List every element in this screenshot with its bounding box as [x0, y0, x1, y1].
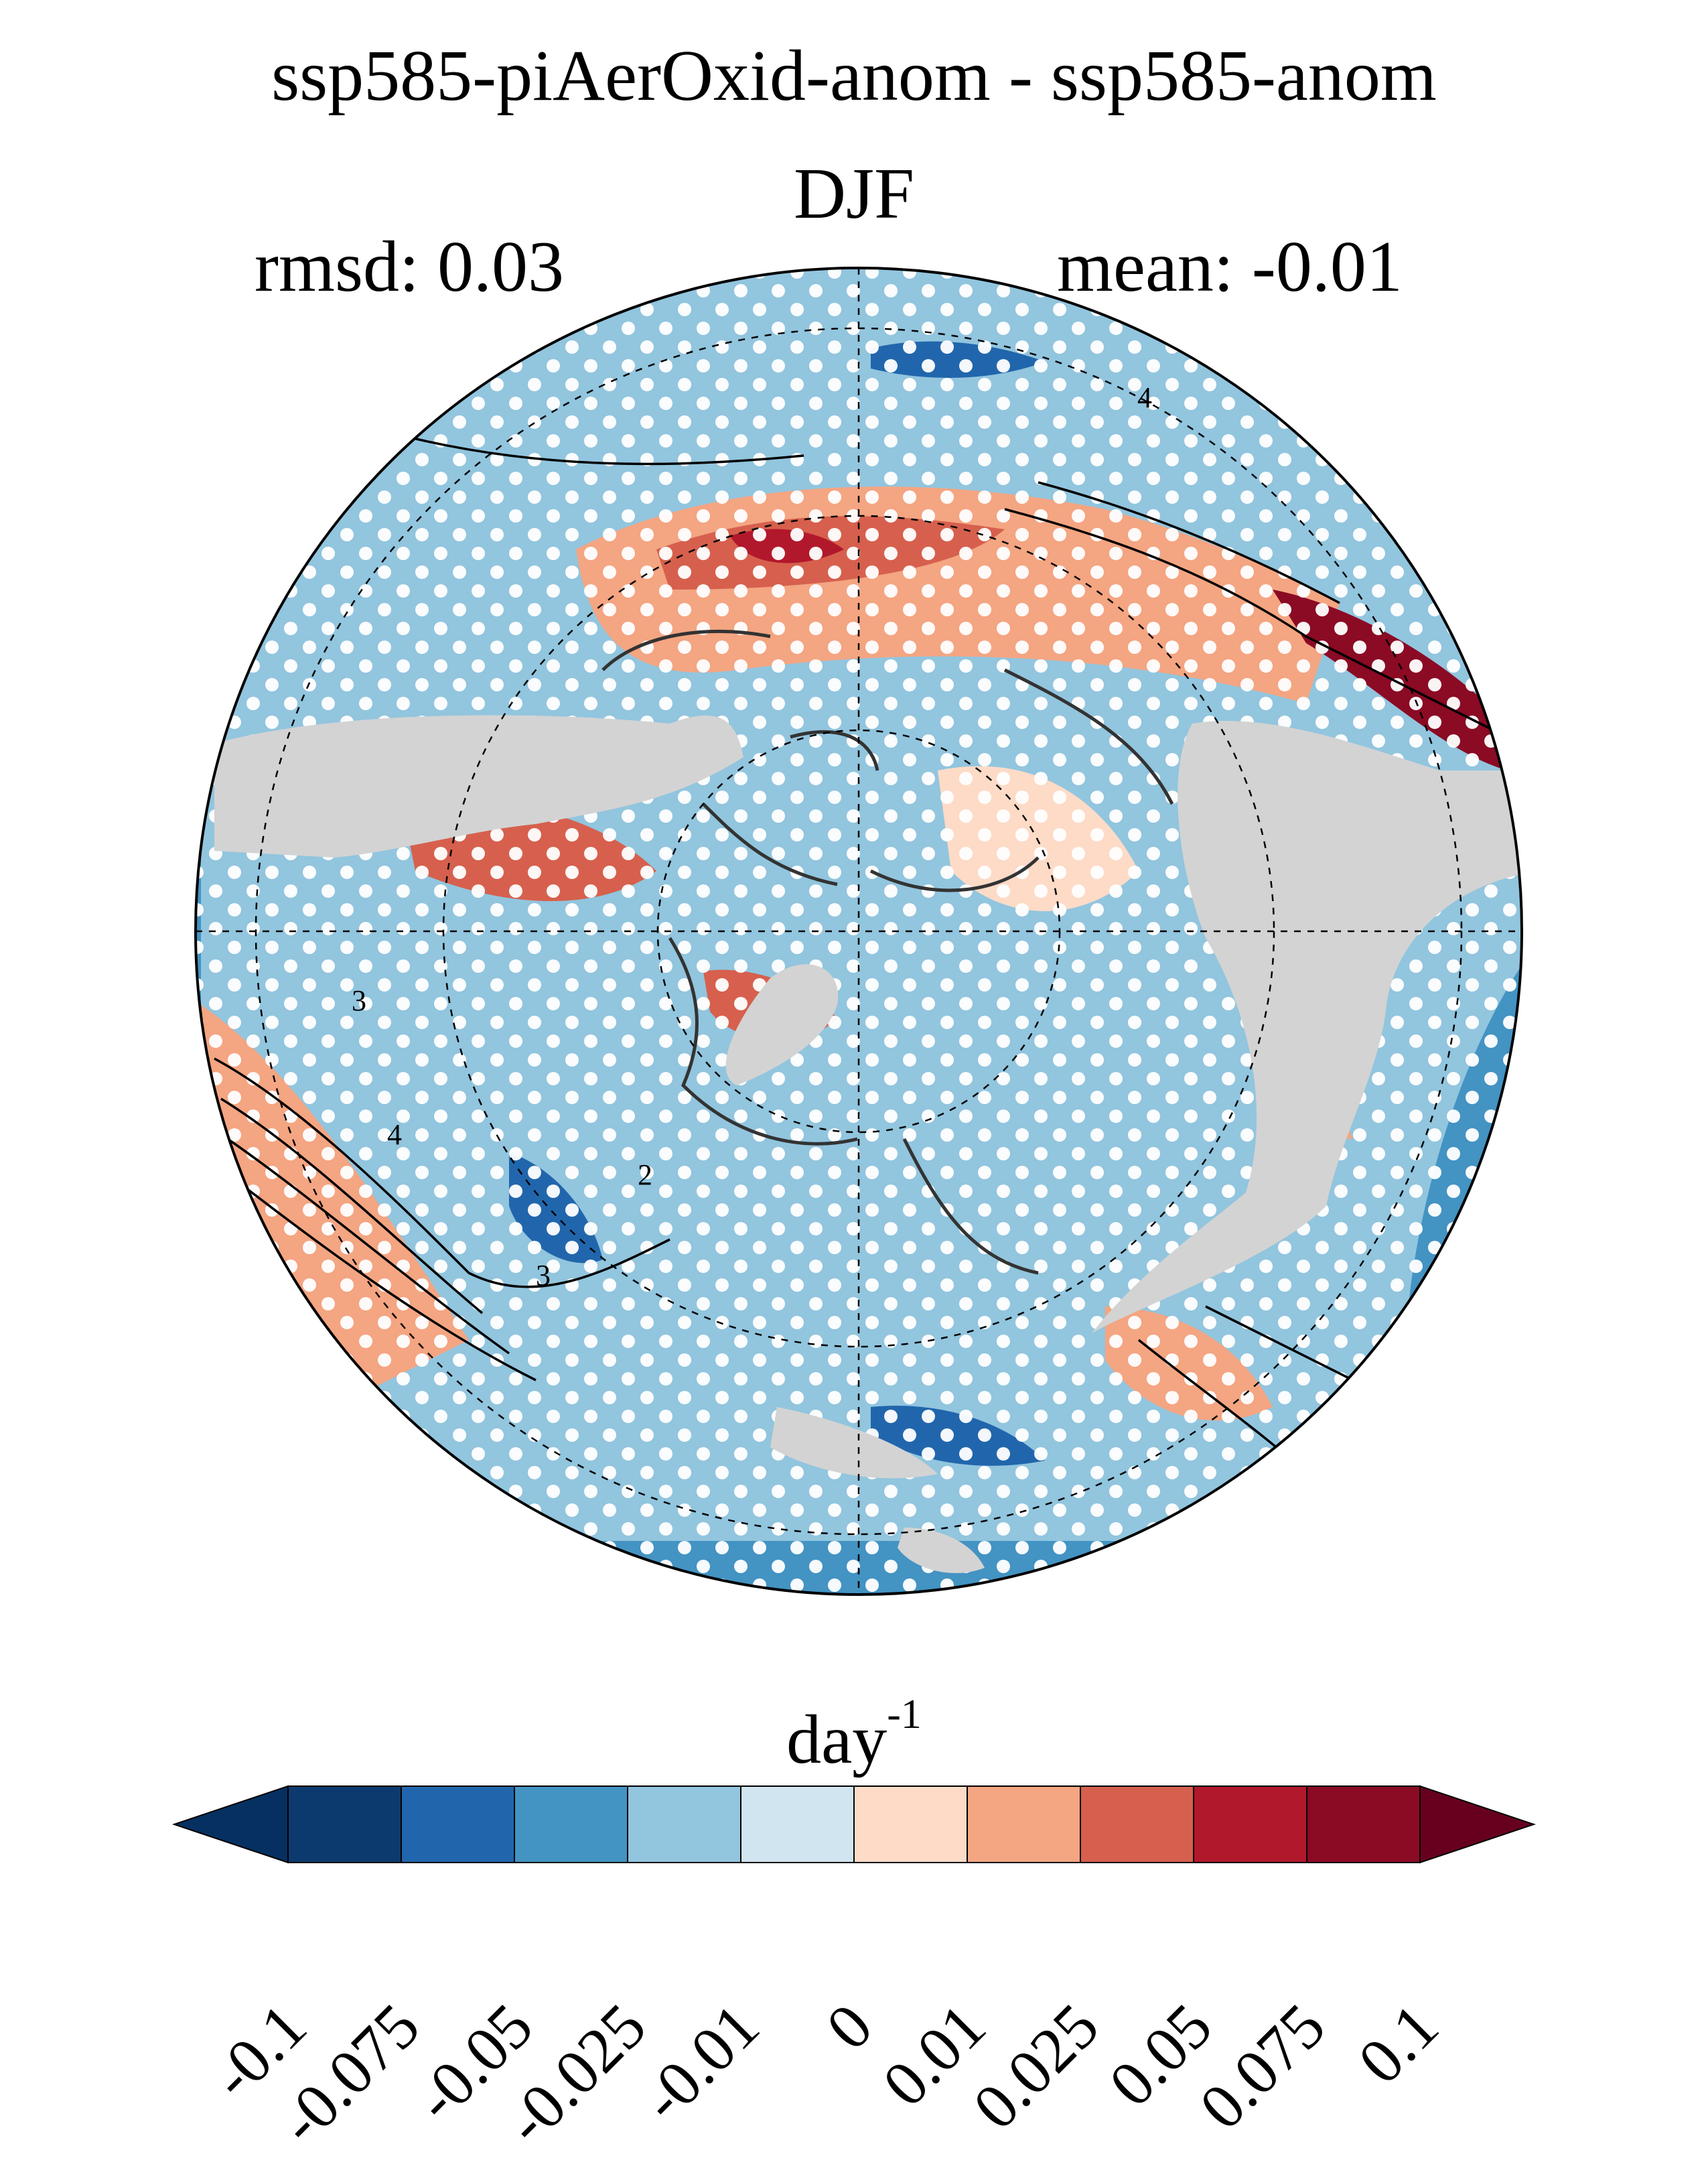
graticule: [196, 268, 1522, 1595]
rmsd-label: rmsd: 0.03: [255, 227, 565, 307]
colorbar-units: day-1: [0, 1694, 1708, 1775]
units-exponent: -1: [887, 1692, 922, 1737]
colorbar-bin: [1080, 1785, 1194, 1863]
map-boundary: [194, 267, 1523, 1596]
colorbar-bin: [1306, 1785, 1421, 1863]
colorbar: [171, 1785, 1537, 1864]
land-mask-asia: [214, 715, 743, 858]
colorbar-extend-low: [171, 1785, 289, 1864]
season-label: DJF: [793, 154, 915, 234]
mean-label: mean: -0.01: [1057, 227, 1403, 307]
land-mask-north-america: [1092, 721, 1522, 1333]
land-mask-south-fragment: [898, 1528, 985, 1574]
contour-lines: [214, 434, 1508, 1475]
colorbar-bin: [287, 1785, 402, 1863]
colorbar-extend-high: [1419, 1785, 1537, 1864]
contour-label: 2: [638, 1158, 652, 1191]
colorbar-bin: [401, 1785, 515, 1863]
map-title: ssp585-piAerOxid-anom - ssp585-anom: [271, 36, 1437, 116]
land-mask-greenland: [725, 964, 839, 1085]
colorbar-bin: [853, 1785, 968, 1863]
land-mask-africa-fragment: [770, 1407, 938, 1479]
colorbar-bin: [514, 1785, 628, 1863]
polar-map: 4 4 3 3 2: [194, 267, 1523, 1596]
contour-label: 4: [387, 1118, 402, 1151]
contour-label: 3: [536, 1259, 551, 1292]
colorbar-bin: [967, 1785, 1081, 1863]
colorbar-bin: [740, 1785, 855, 1863]
contour-label: 4: [1137, 381, 1152, 414]
contour-label: 3: [352, 984, 366, 1017]
colorbar-bin: [1193, 1785, 1307, 1863]
units-base: day: [786, 1701, 887, 1778]
coastlines: [601, 629, 1174, 1275]
colorbar-bin: [627, 1785, 741, 1863]
